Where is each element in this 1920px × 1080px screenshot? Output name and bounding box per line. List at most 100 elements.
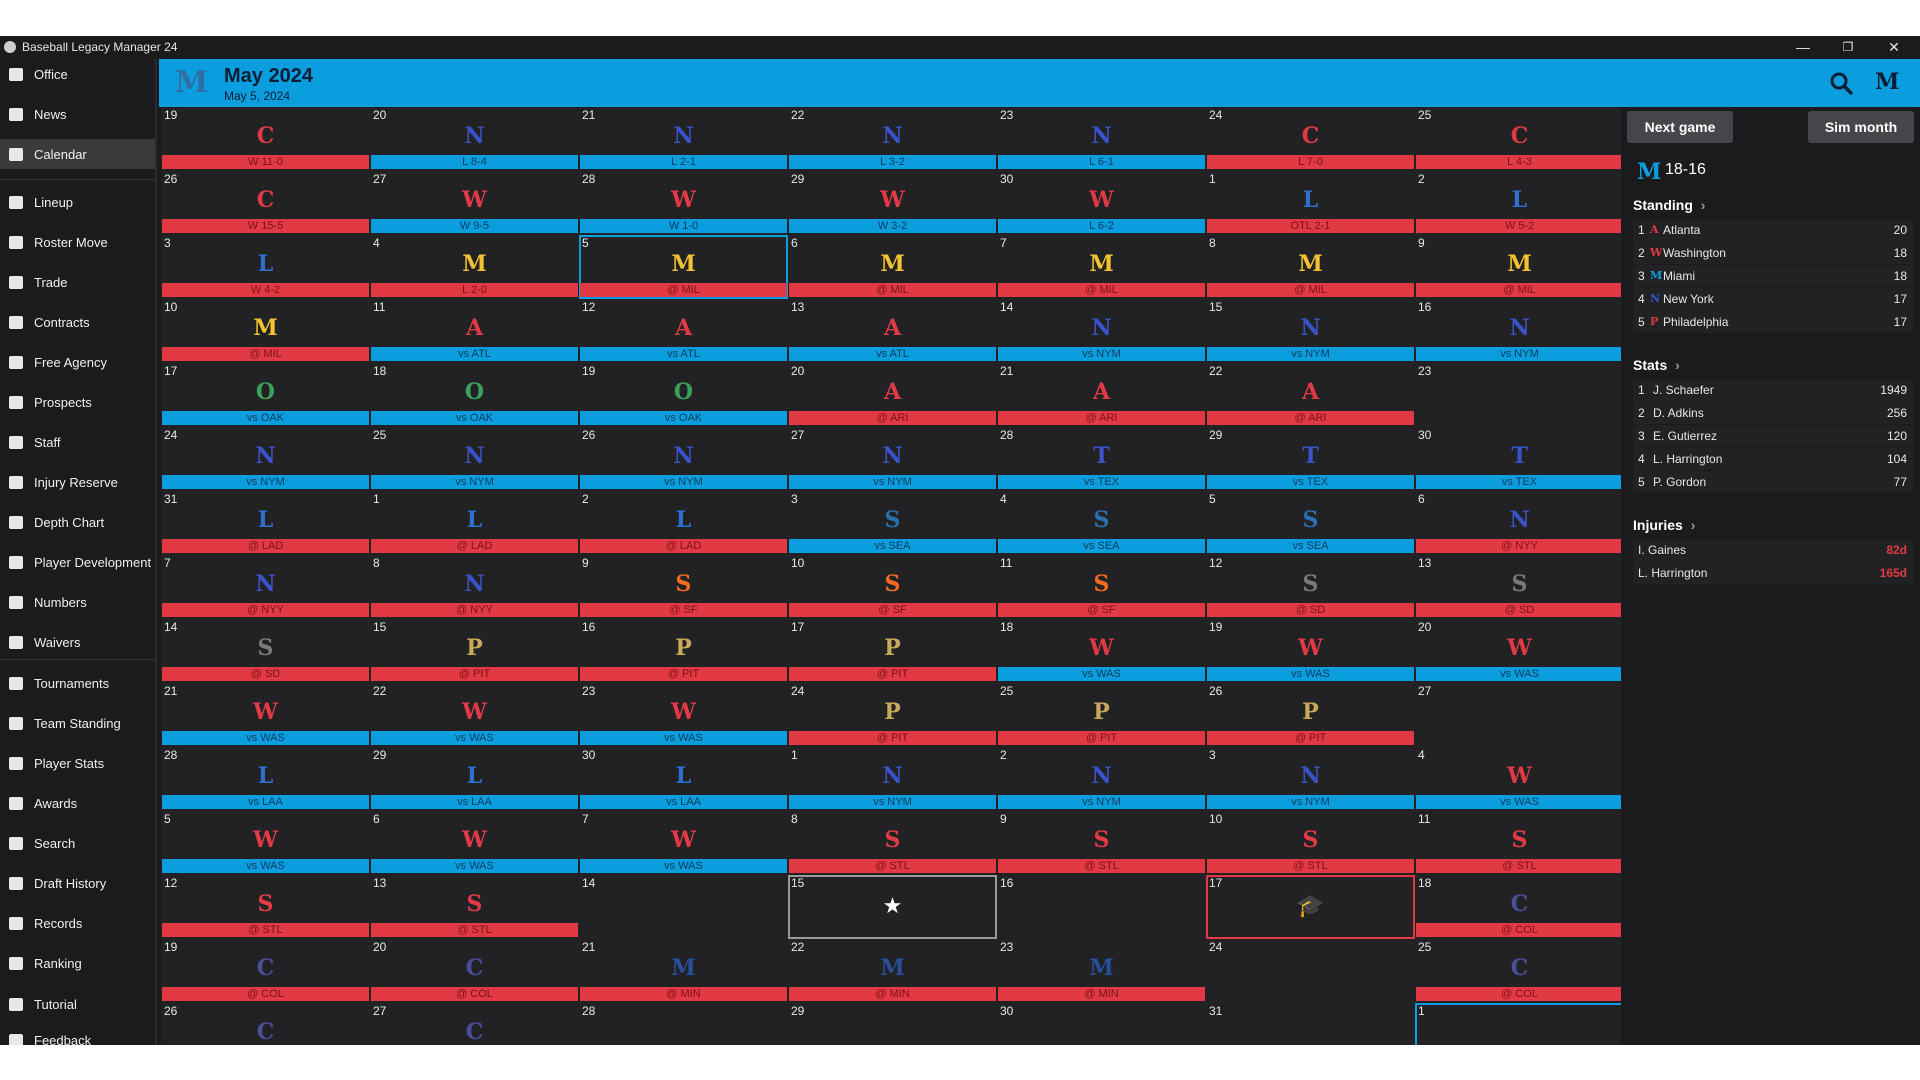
sidebar-item-draft-history[interactable]: Draft History [0, 868, 155, 898]
sidebar-item-prospects[interactable]: Prospects [0, 387, 155, 417]
search-icon[interactable] [1829, 71, 1853, 95]
calendar-day[interactable]: 7 N @ NYY [161, 555, 370, 619]
sidebar-item-calendar[interactable]: Calendar [0, 139, 155, 169]
sidebar-item-office[interactable]: Office [0, 59, 155, 89]
calendar-day[interactable]: 8 S @ STL [788, 811, 997, 875]
standing-row[interactable]: 3 M Miami 18 [1633, 265, 1913, 287]
calendar-day[interactable]: 25 C L 4-3 [1415, 107, 1621, 171]
calendar-day[interactable]: 2 L W 5-2 [1415, 171, 1621, 235]
calendar-day[interactable]: 12 S @ STL [161, 875, 370, 939]
sidebar-item-tournaments[interactable]: Tournaments [0, 668, 155, 698]
sidebar-item-contracts[interactable]: Contracts [0, 307, 155, 337]
calendar-day[interactable]: 16 [997, 875, 1206, 939]
calendar-day[interactable]: 13 S @ SD [1415, 555, 1621, 619]
calendar-day[interactable]: 14 S @ SD [161, 619, 370, 683]
calendar-day[interactable]: 28 W W 1-0 [579, 171, 788, 235]
calendar-day[interactable]: 27 C [370, 1003, 579, 1045]
sidebar-item-player-development[interactable]: Player Development [0, 547, 155, 577]
sidebar-item-feedback[interactable]: Feedback [0, 1025, 155, 1045]
calendar-day[interactable]: 11 S @ STL [1415, 811, 1621, 875]
standing-row[interactable]: 4 N New York 17 [1633, 288, 1913, 310]
calendar-day[interactable]: 30 [997, 1003, 1206, 1045]
calendar-day[interactable]: 26 P @ PIT [1206, 683, 1415, 747]
calendar-day[interactable]: 6 M @ MIL [788, 235, 997, 299]
calendar-day[interactable]: 1 L OTL 2-1 [1206, 171, 1415, 235]
calendar-day[interactable]: 7 M @ MIL [997, 235, 1206, 299]
calendar-day[interactable]: 19 C @ COL [161, 939, 370, 1003]
injury-row[interactable]: L. Harrington 165d [1633, 562, 1913, 584]
calendar-day[interactable]: 23 N L 6-1 [997, 107, 1206, 171]
calendar-day[interactable]: 10 S @ STL [1206, 811, 1415, 875]
calendar-day[interactable]: 20 C @ COL [370, 939, 579, 1003]
next-game-button[interactable]: Next game [1627, 111, 1733, 143]
calendar-day[interactable]: 15 P @ PIT [370, 619, 579, 683]
calendar-day[interactable]: 11 S @ SF [997, 555, 1206, 619]
calendar-day[interactable]: 2 L @ LAD [579, 491, 788, 555]
sidebar-item-player-stats[interactable]: Player Stats [0, 748, 155, 778]
sidebar-item-trade[interactable]: Trade [0, 267, 155, 297]
calendar-day[interactable]: 24 P @ PIT [788, 683, 997, 747]
sim-month-button[interactable]: Sim month [1808, 111, 1914, 143]
team-menu-logo[interactable]: M [1875, 69, 1900, 95]
sidebar-item-depth-chart[interactable]: Depth Chart [0, 507, 155, 537]
sidebar-item-roster-move[interactable]: Roster Move [0, 227, 155, 257]
calendar-day[interactable]: 31 L @ LAD [161, 491, 370, 555]
sidebar-item-lineup[interactable]: Lineup [0, 187, 155, 217]
sidebar-item-news[interactable]: News [0, 99, 155, 129]
sidebar-item-awards[interactable]: Awards [0, 788, 155, 818]
calendar-day[interactable]: 3 L W 4-2 [161, 235, 370, 299]
calendar-day[interactable]: 26 C W 15-5 [161, 171, 370, 235]
calendar-day[interactable]: 21 A @ ARI [997, 363, 1206, 427]
injuries-section-header[interactable]: Injuries › [1633, 517, 1695, 533]
calendar-day[interactable]: 1 [1415, 1003, 1621, 1045]
calendar-day[interactable]: 10 S @ SF [788, 555, 997, 619]
calendar-day[interactable]: 1 L @ LAD [370, 491, 579, 555]
calendar-day[interactable]: 23 M @ MIN [997, 939, 1206, 1003]
calendar-day[interactable]: 29 W W 3-2 [788, 171, 997, 235]
standing-row[interactable]: 2 W Washington 18 [1633, 242, 1913, 264]
calendar-day[interactable]: 9 S @ STL [997, 811, 1206, 875]
calendar-day[interactable]: 26 C [161, 1003, 370, 1045]
sidebar-item-injury-reserve[interactable]: Injury Reserve [0, 467, 155, 497]
calendar-day[interactable]: 31 [1206, 1003, 1415, 1045]
calendar-day[interactable]: 17 🎓 [1206, 875, 1415, 939]
calendar-day[interactable]: 13 S @ STL [370, 875, 579, 939]
calendar-day[interactable]: 23 [1415, 363, 1621, 427]
stats-row[interactable]: 3 E. Gutierrez 120 [1633, 425, 1913, 447]
sidebar-item-numbers[interactable]: Numbers [0, 587, 155, 617]
sidebar-item-free-agency[interactable]: Free Agency [0, 347, 155, 377]
maximize-button[interactable]: ❐ [1842, 40, 1854, 54]
standing-section-header[interactable]: Standing › [1633, 197, 1705, 213]
sidebar-item-tutorial[interactable]: Tutorial [0, 989, 155, 1019]
calendar-day[interactable]: 22 A @ ARI [1206, 363, 1415, 427]
calendar-day[interactable]: 24 [1206, 939, 1415, 1003]
calendar-day[interactable]: 21 M @ MIN [579, 939, 788, 1003]
calendar-day[interactable]: 8 N @ NYY [370, 555, 579, 619]
calendar-day[interactable]: 25 P @ PIT [997, 683, 1206, 747]
standing-row[interactable]: 5 P Philadelphia 17 [1633, 311, 1913, 333]
